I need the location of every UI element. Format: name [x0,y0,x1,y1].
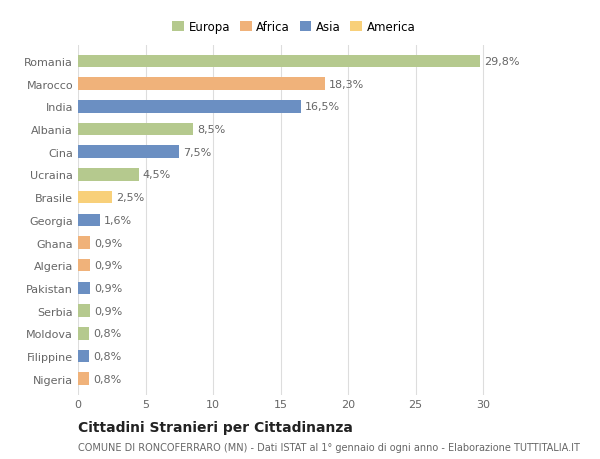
Bar [78,350,89,363]
Text: 16,5%: 16,5% [305,102,340,112]
Text: 0,9%: 0,9% [94,238,122,248]
Text: 0,8%: 0,8% [93,329,121,339]
Text: 1,6%: 1,6% [104,215,132,225]
Bar [78,191,112,204]
Text: 0,8%: 0,8% [93,374,121,384]
Bar [78,214,100,227]
Bar [78,146,179,159]
Text: Cittadini Stranieri per Cittadinanza: Cittadini Stranieri per Cittadinanza [78,420,353,434]
Text: 0,9%: 0,9% [94,283,122,293]
Legend: Europa, Africa, Asia, America: Europa, Africa, Asia, America [170,19,418,37]
Bar [78,237,90,249]
Bar [78,259,90,272]
Text: 0,9%: 0,9% [94,306,122,316]
Bar [78,373,89,385]
Text: 2,5%: 2,5% [116,193,144,203]
Text: 0,8%: 0,8% [93,351,121,361]
Bar [78,282,90,295]
Bar [78,305,90,317]
Text: 4,5%: 4,5% [143,170,171,180]
Text: 18,3%: 18,3% [329,79,364,90]
Bar [78,101,301,113]
Text: 29,8%: 29,8% [484,57,520,67]
Text: COMUNE DI RONCOFERRARO (MN) - Dati ISTAT al 1° gennaio di ogni anno - Elaborazio: COMUNE DI RONCOFERRARO (MN) - Dati ISTAT… [78,442,580,452]
Text: 7,5%: 7,5% [184,147,212,157]
Bar [78,78,325,90]
Bar [78,123,193,136]
Bar [78,327,89,340]
Text: 0,9%: 0,9% [94,261,122,271]
Text: 8,5%: 8,5% [197,125,225,134]
Bar [78,56,481,68]
Bar [78,169,139,181]
